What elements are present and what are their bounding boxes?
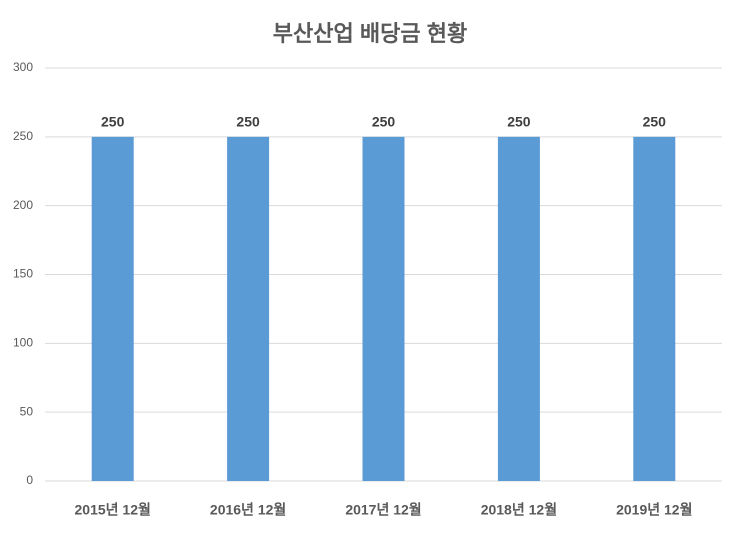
chart-title: 부산산업 배당금 현황 <box>273 21 467 46</box>
x-tick-label: 2016년 12월 <box>210 502 286 518</box>
y-tick-label: 300 <box>13 60 33 74</box>
bar <box>497 136 540 482</box>
data-label: 250 <box>507 114 531 130</box>
data-label: 250 <box>101 114 125 130</box>
data-label: 250 <box>643 114 667 130</box>
bar <box>91 136 134 482</box>
x-tick-label: 2015년 12월 <box>75 502 151 518</box>
x-tick-label: 2018년 12월 <box>481 502 557 518</box>
x-tick-label: 2017년 12월 <box>345 502 421 518</box>
y-tick-label: 250 <box>13 129 33 143</box>
x-tick-label: 2019년 12월 <box>616 502 692 518</box>
bar <box>227 136 270 482</box>
bar <box>362 136 405 482</box>
y-tick-label: 150 <box>13 267 33 281</box>
y-tick-label: 50 <box>20 404 34 418</box>
y-tick-label: 200 <box>13 198 33 212</box>
data-label: 250 <box>372 114 396 130</box>
data-label: 250 <box>236 114 260 130</box>
bar <box>633 136 676 482</box>
y-tick-label: 100 <box>13 336 33 350</box>
y-tick-label: 0 <box>26 473 33 487</box>
